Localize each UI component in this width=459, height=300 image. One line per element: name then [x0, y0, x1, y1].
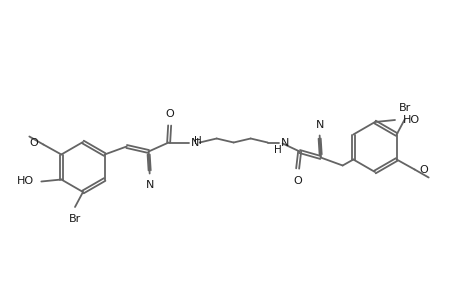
Text: H: H — [193, 136, 201, 146]
Text: Br: Br — [397, 103, 410, 112]
Text: HO: HO — [402, 115, 419, 125]
Text: O: O — [293, 176, 302, 185]
Text: HO: HO — [17, 176, 34, 187]
Text: N: N — [280, 137, 288, 148]
Text: H: H — [273, 145, 281, 154]
Text: Br: Br — [69, 214, 81, 224]
Text: O: O — [419, 164, 427, 175]
Text: O: O — [165, 109, 174, 118]
Text: O: O — [29, 137, 38, 148]
Text: N: N — [190, 137, 199, 148]
Text: N: N — [315, 119, 323, 130]
Text: N: N — [145, 179, 153, 190]
